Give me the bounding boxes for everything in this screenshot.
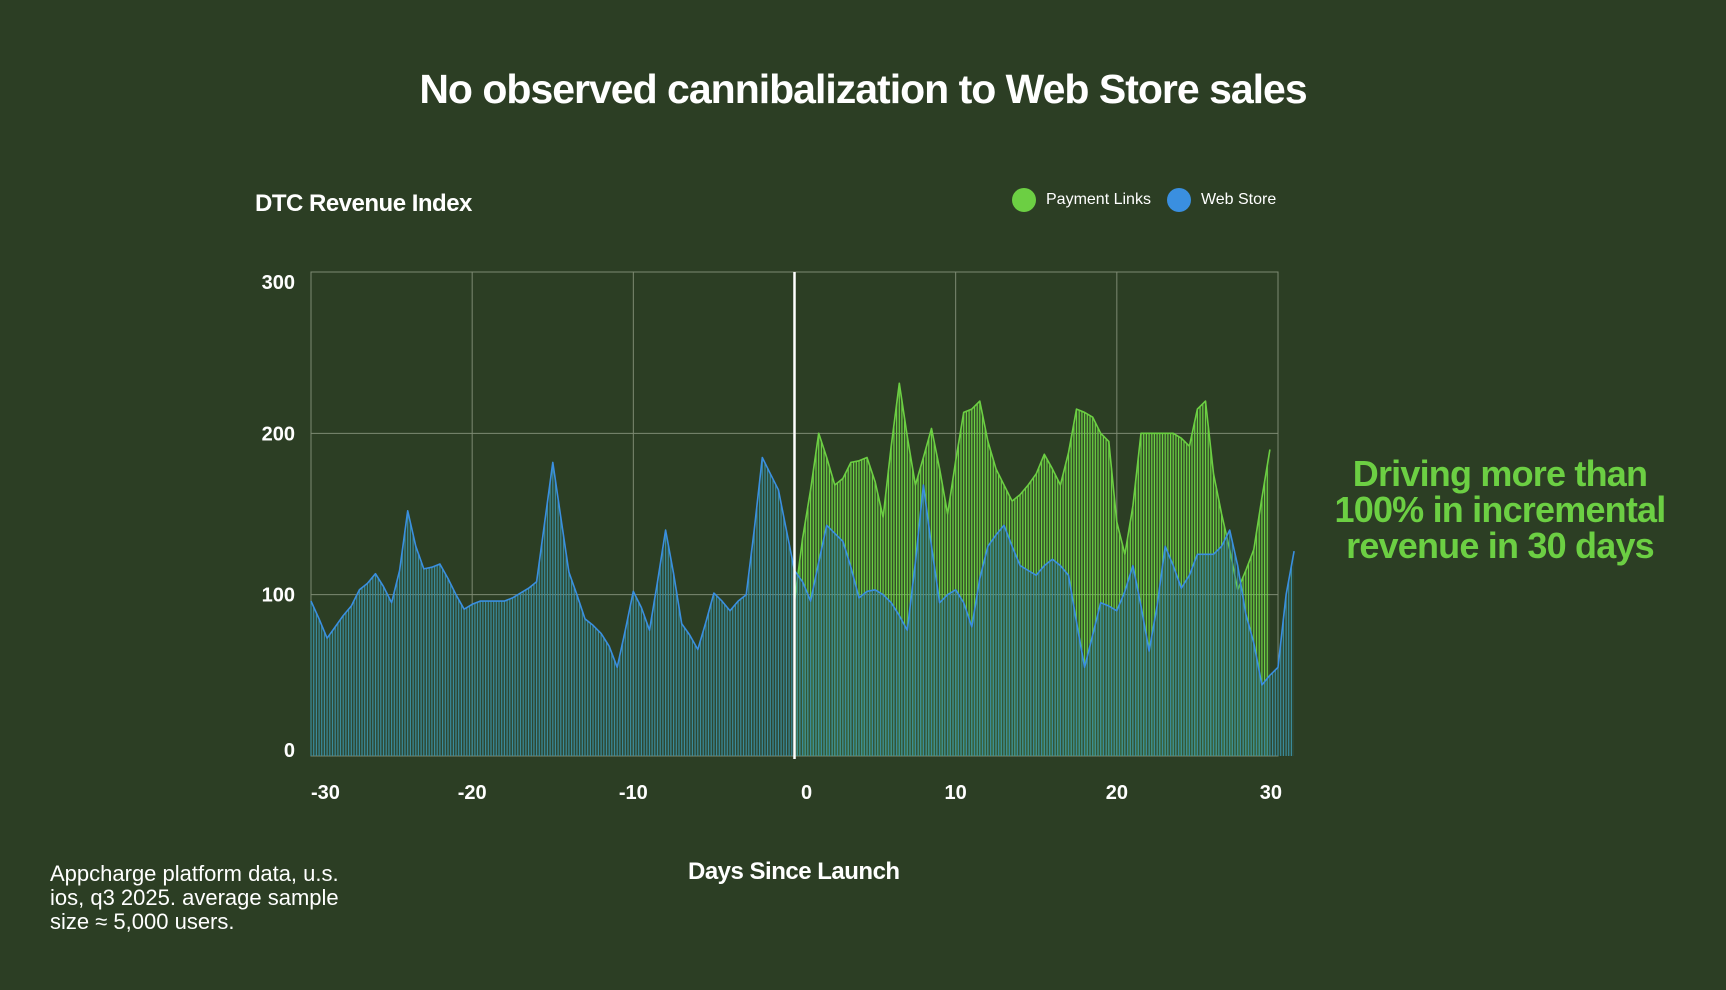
x-axis-title: Days Since Launch: [688, 858, 900, 885]
payment-links-line: [793, 382, 1271, 602]
web-store-line: [310, 456, 1295, 686]
x-tick-label: -20: [458, 782, 487, 804]
legend-item-payment-links: Payment Links: [1012, 188, 1151, 212]
y-axis-title: DTC Revenue Index: [255, 190, 472, 217]
x-tick-label: -30: [311, 782, 340, 804]
legend-label-payment-links: Payment Links: [1046, 191, 1151, 208]
y-tick-label: 200: [262, 423, 295, 445]
x-tick-label: 0: [801, 782, 812, 804]
y-tick-label: 300: [262, 272, 295, 294]
legend-swatch-web-store: [1166, 188, 1191, 212]
y-tick-label: 0: [284, 740, 295, 762]
callout-text: Driving more than 100% in incremental re…: [1334, 453, 1667, 566]
legend-label-web-store: Web Store: [1200, 191, 1277, 208]
x-tick-label: 10: [945, 782, 967, 804]
source-footnote: Appcharge platform data, u.s. ios, q3 20…: [50, 861, 339, 934]
x-tick-label: 20: [1106, 782, 1128, 804]
legend: Payment Links Web Store: [1012, 188, 1280, 212]
y-tick-label: 100: [262, 585, 295, 607]
x-tick-label: -10: [619, 782, 648, 804]
legend-item-web-store: Web Store: [1166, 188, 1277, 212]
chart-title: No observed cannibalization to Web Store…: [419, 66, 1307, 112]
legend-swatch-payment-links: [1012, 188, 1036, 212]
x-tick-label: 30: [1260, 782, 1282, 804]
